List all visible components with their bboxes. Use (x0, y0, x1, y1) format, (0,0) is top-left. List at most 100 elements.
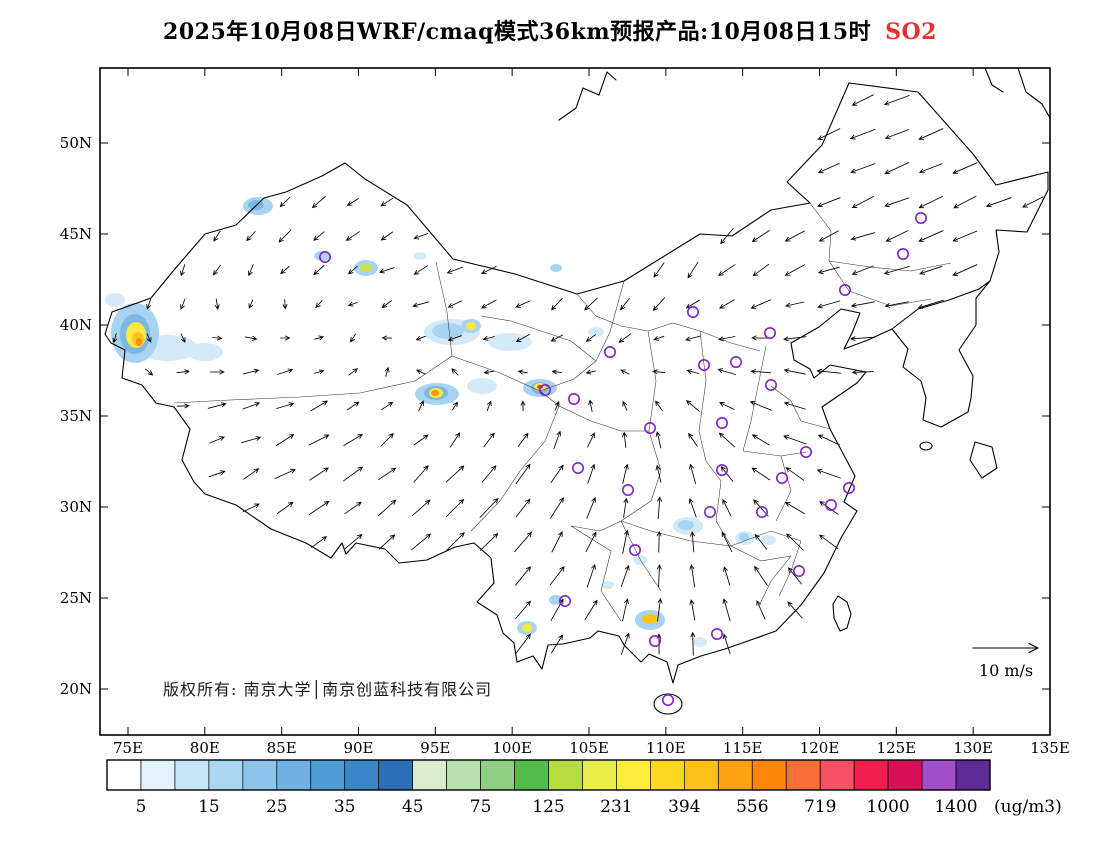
colorbar-cell (887, 759, 923, 791)
lon-tick-label: 125E (877, 739, 917, 757)
province-boundaries (173, 202, 952, 622)
colorbar-cell (446, 759, 481, 791)
colorbar-cell (310, 759, 346, 791)
title-species-label: SO2 (885, 19, 937, 45)
colorbar-unit: (ug/m3) (994, 797, 1062, 817)
colorbar-cell (140, 759, 176, 791)
so2-concentration-patch (466, 322, 476, 330)
lon-tick-label: 85E (267, 739, 297, 757)
station-marker (775, 471, 788, 484)
colorbar-cell (412, 759, 447, 791)
colorbar-cell (106, 759, 142, 791)
colorbar-cell (514, 759, 549, 791)
colorbar-tick-label: 394 (668, 797, 700, 817)
lon-tick-label: 90E (343, 739, 373, 757)
colorbar-tick-label: 1400 (934, 797, 977, 817)
colorbar-cell (650, 759, 685, 791)
station-marker (318, 251, 331, 264)
so2-concentration-patch (588, 327, 604, 337)
station-marker (715, 416, 728, 429)
so2-concentration-patch (678, 520, 694, 530)
station-marker (763, 326, 776, 339)
taiwan-island (832, 595, 852, 632)
station-marker (842, 481, 855, 494)
station-marker (914, 212, 927, 225)
colorbar-cell (616, 759, 651, 791)
colorbar-cell (344, 759, 380, 791)
colorbar-cell (683, 759, 719, 791)
so2-concentration-patch (633, 555, 647, 565)
station-marker (697, 358, 710, 371)
title-text: 2025年10月08日WRF/cmaq模式36km预报产品:10月08日15时 (163, 19, 872, 45)
colorbar-border (106, 759, 991, 791)
station-marker (764, 378, 777, 391)
lat-tick-label: 25N (60, 589, 92, 607)
lon-tick-label: 115E (723, 739, 763, 757)
colorbar-tick-label: 25 (266, 797, 288, 817)
wind-legend-arrow (972, 642, 1039, 654)
station-marker (755, 505, 768, 518)
colorbar-cell (208, 759, 244, 791)
station-marker (729, 355, 742, 368)
station-marker (571, 461, 584, 474)
station-marker (661, 693, 674, 706)
so2-concentration-patch (431, 390, 439, 396)
so2-concentration-patch (314, 251, 330, 261)
wind-legend: 10 m/s (972, 642, 1039, 680)
lon-tick-label: 80E (190, 739, 220, 757)
colorbar-cell (242, 759, 278, 791)
lat-tick-label: 50N (60, 134, 92, 152)
so2-concentration-patch (739, 533, 749, 541)
lon-tick-label: 75E (113, 739, 143, 757)
colorbar-cell (853, 759, 889, 791)
china-boundary (104, 82, 1049, 684)
colorbar-tick-label: 75 (470, 797, 492, 817)
so2-concentration-patch (360, 264, 372, 272)
colorbar-labels: 5 15 25 35 45 75 125 231 394 556 719 1000 1400 (136, 797, 978, 817)
so2-concentration-patch (642, 614, 658, 624)
longitude-labels: 75E 80E 85E 90E 95E 100E 105E 110E 115E 120E 125E 1… (113, 739, 1070, 757)
lat-tick-label: 30N (60, 498, 92, 516)
lon-tick-label: 110E (646, 739, 686, 757)
lon-tick-label: 135E (1030, 739, 1070, 757)
station-marker (838, 283, 851, 296)
latitude-labels: 50N 45N 40N 35N 30N 25N 20N (60, 134, 92, 698)
so2-concentration-patch (760, 535, 776, 545)
so2-concentration-patch (602, 581, 614, 589)
station-marker (792, 564, 805, 577)
so2-concentration-patch (105, 293, 125, 307)
colorbar-cell (548, 759, 583, 791)
colorbar-cell (717, 759, 753, 791)
colorbar-tick-label: 719 (804, 797, 836, 817)
station-marker-layer (318, 212, 927, 706)
lon-tick-label: 95E (420, 739, 450, 757)
colorbar-cell (480, 759, 515, 791)
colorbar-cell (819, 759, 855, 791)
lon-tick-label: 120E (800, 739, 840, 757)
station-marker (896, 248, 909, 261)
wind-vector-layer (112, 94, 1044, 656)
colorbar-cell (921, 759, 957, 791)
colorbar-tick-label: 45 (402, 797, 424, 817)
colorbar-tick-label: 1000 (866, 797, 909, 817)
wind-vector-field (112, 94, 1044, 656)
colorbar-tick-label: 35 (334, 797, 356, 817)
hainan-island (653, 693, 683, 715)
lat-tick-label: 40N (60, 316, 92, 334)
colorbar-cell (174, 759, 210, 791)
so2-concentration-patch (522, 624, 532, 632)
korea-coastline (891, 280, 991, 428)
colorbar-cell (378, 759, 414, 791)
station-marker (703, 505, 716, 518)
colorbar (106, 759, 991, 791)
colorbar-tick-label: 556 (736, 797, 768, 817)
so2-concentration-patch (414, 252, 426, 260)
colorbar-cell (276, 759, 312, 791)
station-marker (603, 345, 616, 358)
so2-concentration-patch (550, 264, 562, 272)
station-marker (621, 483, 634, 496)
so2-concentration-patch (432, 323, 464, 339)
station-marker (567, 392, 580, 405)
wind-legend-label: 10 m/s (979, 661, 1033, 680)
